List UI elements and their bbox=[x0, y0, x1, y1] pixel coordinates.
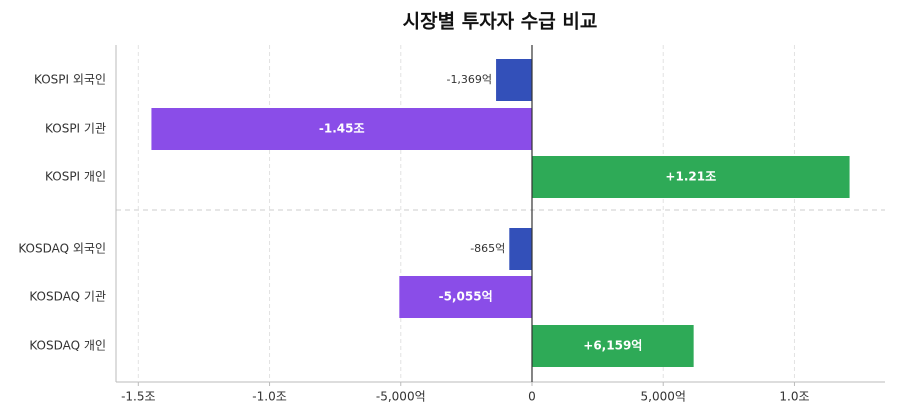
bar bbox=[531, 325, 694, 367]
value-label: +1.21조 bbox=[665, 170, 716, 184]
bar bbox=[151, 108, 532, 150]
y-tick-label: KOSDAQ 외국인 bbox=[18, 242, 106, 256]
value-label: -5,055억 bbox=[439, 290, 493, 304]
y-tick-label: KOSPI 외국인 bbox=[34, 73, 106, 87]
bar bbox=[496, 59, 532, 101]
y-tick-label: KOSPI 개인 bbox=[45, 170, 106, 184]
chart-title: 시장별 투자자 수급 비교 bbox=[403, 11, 598, 33]
x-tick-label: 5,000억 bbox=[641, 390, 686, 404]
x-tick-label: 0 bbox=[528, 390, 536, 404]
y-tick-label: KOSPI 기관 bbox=[45, 122, 106, 136]
x-tick-label: 1.0조 bbox=[779, 390, 809, 404]
value-label: -1,369억 bbox=[446, 73, 492, 86]
y-tick-label: KOSDAQ 개인 bbox=[29, 339, 106, 353]
value-label: -865억 bbox=[470, 242, 505, 255]
x-tick-label: -5,000억 bbox=[376, 390, 426, 404]
value-label: -1.45조 bbox=[319, 122, 365, 136]
x-tick-label: -1.0조 bbox=[252, 390, 286, 404]
value-label: +6,159억 bbox=[583, 339, 642, 353]
bar bbox=[509, 228, 532, 270]
bar bbox=[531, 156, 850, 198]
bar bbox=[399, 276, 532, 318]
y-tick-label: KOSDAQ 기관 bbox=[29, 290, 106, 304]
x-tick-label: -1.5조 bbox=[121, 390, 155, 404]
